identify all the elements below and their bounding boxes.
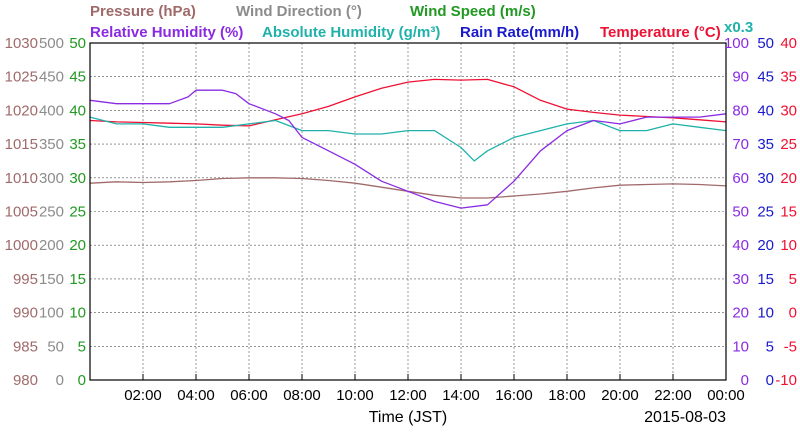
wind_dir-axis-tick: 350 <box>39 136 64 153</box>
legend-rh: Relative Humidity (%) <box>90 24 243 41</box>
rh-axis-tick: 0 <box>741 372 749 389</box>
wind_speed-axis-tick: 35 <box>69 136 86 153</box>
temp-axis-tick: -5 <box>784 338 797 355</box>
pressure-axis-tick: 1020 <box>5 102 38 119</box>
wind_speed-axis-tick: 45 <box>69 69 86 86</box>
rain-axis-tick: 5 <box>766 338 774 355</box>
legend-rain: Rain Rate(mm/h) <box>460 24 579 41</box>
pressure-axis-tick: 1010 <box>5 170 38 187</box>
rh-axis-tick: 60 <box>732 170 749 187</box>
left-axes: 9809859909951000100510101015102010251030… <box>5 35 86 389</box>
temp-axis-tick: 0 <box>789 305 797 322</box>
pressure-axis-tick: 1025 <box>5 69 38 86</box>
pressure-axis-tick: 1030 <box>5 35 38 52</box>
rh-axis-tick: 20 <box>732 305 749 322</box>
legend-wind_dir: Wind Direction (°) <box>236 3 362 20</box>
wind_dir-axis-tick: 250 <box>39 204 64 221</box>
rain-axis-tick: 30 <box>757 170 774 187</box>
wind_dir-axis-tick: 200 <box>39 237 64 254</box>
pressure-axis-tick: 990 <box>13 305 38 322</box>
rain-axis-tick: 20 <box>757 237 774 254</box>
rain-axis-tick: 45 <box>757 69 774 86</box>
temp-axis-tick: -10 <box>775 372 797 389</box>
abs-humidity-scale-note: x0.3 <box>724 19 753 36</box>
rh-axis-tick: 100 <box>724 35 749 52</box>
date-label: 2015-08-03 <box>644 409 726 426</box>
x-tick-label: 10:00 <box>336 387 374 404</box>
x-tick-label: 18:00 <box>548 387 586 404</box>
pressure-axis-tick: 980 <box>13 372 38 389</box>
rh-axis-tick: 80 <box>732 102 749 119</box>
temp-axis-tick: 30 <box>780 102 797 119</box>
rh-axis-tick: 40 <box>732 237 749 254</box>
rh-axis-tick: 10 <box>732 338 749 355</box>
temp-axis-tick: 25 <box>780 136 797 153</box>
legend: Pressure (hPa) Wind Direction (°) Wind Spe… <box>90 3 753 41</box>
pressure-axis-tick: 995 <box>13 271 38 288</box>
rh-axis-tick: 90 <box>732 69 749 86</box>
wind_dir-axis-tick: 450 <box>39 69 64 86</box>
wind_speed-axis-tick: 30 <box>69 170 86 187</box>
pressure-axis-tick: 1000 <box>5 237 38 254</box>
series-line-temp <box>89 78 727 127</box>
legend-temp: Temperature (°C) <box>600 24 721 41</box>
rain-axis-tick: 40 <box>757 102 774 119</box>
wind_speed-axis-tick: 0 <box>78 372 86 389</box>
rain-axis-tick: 15 <box>757 271 774 288</box>
temp-axis-tick: 35 <box>780 69 797 86</box>
x-tick-label: 06:00 <box>230 387 268 404</box>
temp-axis-tick: 40 <box>780 35 797 52</box>
x-tick-label: 16:00 <box>495 387 533 404</box>
temp-axis-tick: 5 <box>789 271 797 288</box>
wind_dir-axis-tick: 500 <box>39 35 64 52</box>
legend-pressure: Pressure (hPa) <box>90 3 196 20</box>
temp-axis-tick: 20 <box>780 170 797 187</box>
wind_dir-axis-tick: 100 <box>39 305 64 322</box>
x-axis-title: Time (JST) <box>369 409 448 426</box>
x-tick-label: 02:00 <box>124 387 162 404</box>
pressure-axis-tick: 1005 <box>5 204 38 221</box>
grid <box>90 43 726 380</box>
wind_dir-axis-tick: 0 <box>56 372 64 389</box>
wind_dir-axis-tick: 400 <box>39 102 64 119</box>
rain-axis-tick: 25 <box>757 204 774 221</box>
x-tick-label: 20:00 <box>601 387 639 404</box>
rain-axis-tick: 10 <box>757 305 774 322</box>
wind_dir-axis-tick: 50 <box>47 338 64 355</box>
wind_dir-axis-tick: 150 <box>39 271 64 288</box>
wind_speed-axis-tick: 40 <box>69 102 86 119</box>
rh-axis-tick: 70 <box>732 136 749 153</box>
x-tick-label: 12:00 <box>389 387 427 404</box>
wind_speed-axis-tick: 25 <box>69 204 86 221</box>
rh-axis-tick: 50 <box>732 204 749 221</box>
pressure-axis-tick: 1015 <box>5 136 38 153</box>
x-tick-label: 00:00 <box>707 387 745 404</box>
pressure-axis-tick: 985 <box>13 338 38 355</box>
right-axes: 0102030405060708090100051015202530354045… <box>724 35 797 389</box>
temp-axis-tick: 10 <box>780 237 797 254</box>
wind_speed-axis-tick: 15 <box>69 271 86 288</box>
rh-axis-tick: 30 <box>732 271 749 288</box>
wind_speed-axis-tick: 5 <box>78 338 86 355</box>
series-lines <box>89 78 727 209</box>
x-tick-labels: 02:00 04:00 06:00 08:00 10:00 12:00 14:00 16:00… <box>124 374 745 404</box>
wind_speed-axis-tick: 50 <box>69 35 86 52</box>
series-line-rh <box>89 89 727 209</box>
rain-axis-tick: 35 <box>757 136 774 153</box>
x-tick-label: 22:00 <box>654 387 692 404</box>
rain-axis-tick: 50 <box>757 35 774 52</box>
legend-ah: Absolute Humidity (g/m³) <box>262 24 440 41</box>
wind_dir-axis-tick: 300 <box>39 170 64 187</box>
wind_speed-axis-tick: 20 <box>69 237 86 254</box>
rain-axis-tick: 0 <box>766 372 774 389</box>
x-tick-label: 04:00 <box>177 387 215 404</box>
x-tick-label: 14:00 <box>442 387 480 404</box>
legend-wind_speed: Wind Speed (m/s) <box>410 3 536 20</box>
x-tick-label: 08:00 <box>283 387 321 404</box>
wind_speed-axis-tick: 10 <box>69 305 86 322</box>
temp-axis-tick: 15 <box>780 204 797 221</box>
series-line-ah <box>89 116 727 162</box>
